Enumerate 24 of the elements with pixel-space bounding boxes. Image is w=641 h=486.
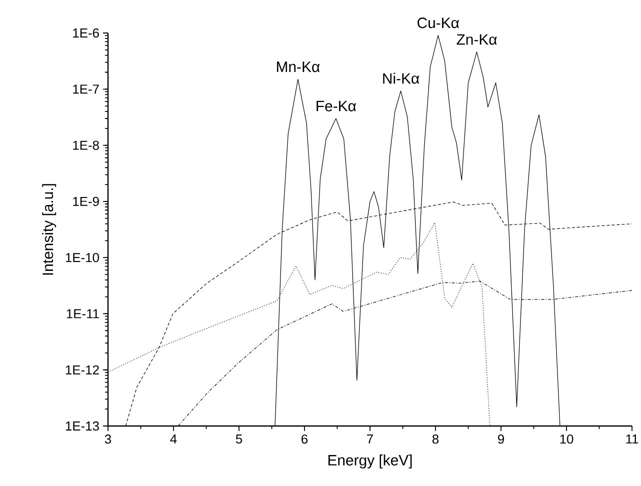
x-tick-label: 9 [498,434,504,444]
annotation: Zn-Kα [456,34,497,45]
annotation: Cu-Kα [418,18,460,28]
x-tick-label: 10 [560,434,574,444]
y-tick-label: 1E-13 [66,421,99,431]
x-axis-title: Energy [keV] [328,454,412,468]
x-tick-label: 3 [104,434,112,444]
y-tick-label: 1E-12 [66,365,99,374]
x-tick-label: 7 [367,434,373,444]
annotation: Fe-Kα [316,100,356,112]
y-tick-label: 1E-8 [73,140,99,150]
annotation: Ni-Kα [383,72,420,84]
y-tick-label: 1E-11 [66,309,99,318]
x-tick-label: 8 [432,434,439,444]
annotation: Mn-Kα [277,62,320,72]
y-tick-label: 1E-9 [73,196,99,206]
y-tick-label: 1E-7 [73,84,99,94]
x-tick-label: 4 [170,434,177,444]
y-tick-label: 1E-10 [66,252,99,262]
x-tick-label: 11 [626,434,638,444]
y-tick-label: 1E-6 [73,28,99,38]
x-tick-label: 5 [236,434,242,444]
x-tick-label: 6 [302,434,308,444]
y-axis-title: Intensity [a.u.] [42,184,56,275]
